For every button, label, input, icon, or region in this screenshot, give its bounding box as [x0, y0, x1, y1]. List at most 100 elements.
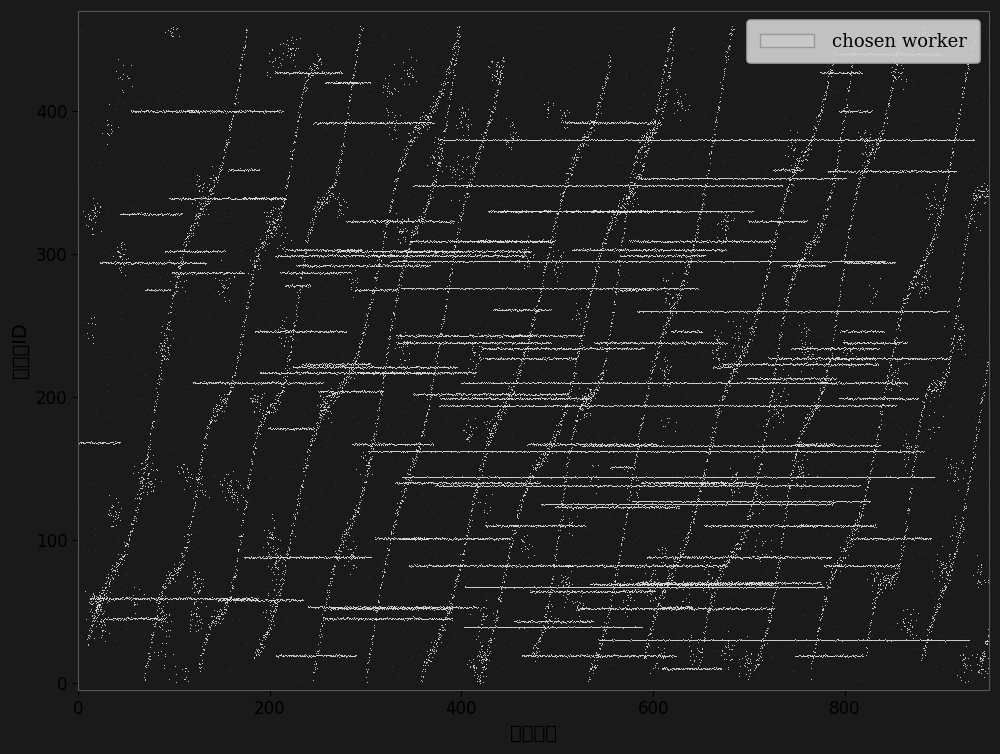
Point [776, 259, 792, 271]
Point [833, 400, 849, 412]
Point [592, 584, 608, 596]
Point [964, 424, 980, 436]
Point [610, 498, 626, 510]
Point [213, 391, 229, 403]
Point [257, 192, 273, 204]
Point [273, 210, 289, 222]
Point [661, 649, 677, 661]
Point [327, 325, 343, 337]
Point [744, 372, 760, 384]
Point [331, 249, 347, 261]
Point [719, 579, 735, 591]
Point [412, 329, 428, 342]
Point [377, 369, 393, 382]
Point [741, 498, 757, 510]
Point [719, 553, 735, 566]
Point [168, 593, 184, 605]
Point [494, 337, 510, 349]
Point [524, 235, 540, 247]
Point [502, 400, 518, 412]
Point [524, 206, 540, 218]
Point [238, 31, 254, 43]
Point [666, 20, 682, 32]
Point [215, 393, 231, 405]
Point [941, 555, 957, 567]
Point [865, 532, 881, 544]
Point [897, 70, 913, 82]
Point [595, 445, 611, 457]
Point [325, 359, 341, 371]
Point [771, 446, 787, 458]
Point [688, 179, 704, 192]
Point [228, 88, 244, 100]
Point [611, 621, 627, 633]
Point [801, 143, 817, 155]
Point [832, 446, 848, 458]
Point [891, 380, 907, 392]
Point [782, 498, 798, 510]
Point [594, 400, 610, 412]
Point [166, 246, 182, 258]
Point [563, 329, 579, 342]
Point [773, 559, 789, 571]
Point [88, 595, 104, 607]
Point [377, 127, 393, 139]
Point [538, 498, 554, 510]
Point [828, 377, 844, 389]
Point [542, 498, 558, 510]
Point [499, 399, 515, 411]
Point [575, 494, 591, 506]
Point [937, 581, 953, 593]
Point [354, 437, 370, 449]
Point [610, 278, 626, 290]
Point [513, 329, 529, 342]
Point [202, 188, 218, 200]
Point [438, 471, 454, 483]
Point [668, 477, 684, 489]
Point [811, 471, 827, 483]
Point [233, 604, 249, 616]
Point [522, 559, 538, 572]
Point [611, 471, 627, 483]
Point [87, 644, 103, 656]
Point [547, 435, 563, 447]
Point [727, 468, 743, 480]
Point [530, 650, 546, 662]
Point [221, 105, 237, 117]
Point [446, 59, 462, 71]
Point [472, 560, 488, 572]
Point [477, 400, 493, 412]
Point [353, 438, 369, 450]
Point [561, 329, 577, 342]
Point [684, 550, 700, 562]
Point [752, 576, 768, 588]
Point [253, 366, 269, 379]
Point [545, 650, 561, 662]
Point [781, 446, 797, 458]
Point [560, 580, 576, 592]
Point [702, 480, 718, 492]
Point [840, 353, 856, 365]
Point [434, 361, 450, 373]
Point [433, 323, 449, 335]
Point [546, 388, 562, 400]
Point [737, 358, 753, 370]
Point [340, 115, 356, 127]
Point [757, 372, 773, 385]
Point [934, 48, 950, 60]
Point [630, 576, 646, 588]
Point [258, 326, 274, 338]
Point [444, 392, 460, 404]
Point [755, 633, 771, 645]
Point [113, 403, 129, 415]
Point [787, 445, 803, 457]
Point [815, 520, 831, 532]
Point [926, 49, 942, 61]
Point [406, 246, 422, 258]
Point [535, 255, 551, 267]
Point [936, 634, 952, 646]
Point [439, 280, 455, 293]
Point [803, 258, 819, 270]
Point [928, 165, 944, 177]
Point [140, 106, 156, 118]
